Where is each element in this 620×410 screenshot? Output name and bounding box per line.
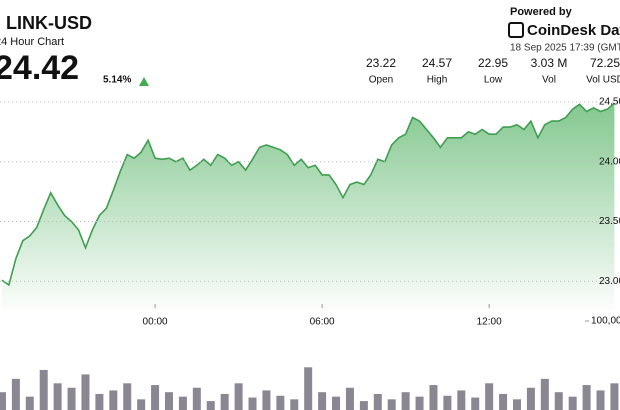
stat-value: 24.57 xyxy=(422,56,452,70)
volume-bar xyxy=(457,390,466,410)
volume-bar xyxy=(81,374,90,410)
timestamp: 18 Sep 2025 17:39 (GMT) xyxy=(510,43,620,54)
volume-bar xyxy=(512,399,521,410)
volume-bar xyxy=(123,383,132,410)
stat-label: Vol xyxy=(542,75,556,86)
volume-bar xyxy=(276,395,285,410)
volume-bar xyxy=(290,399,299,410)
volume-bar xyxy=(499,393,508,410)
x-tick-label: 00:00 xyxy=(143,317,168,328)
volume-bar xyxy=(554,392,563,410)
volume-bar xyxy=(39,369,48,410)
stat-value: 22.95 xyxy=(478,56,508,70)
y2-tick-label: 100,000 xyxy=(591,316,620,327)
volume-bar xyxy=(485,383,494,410)
chart-title: LINK-USD xyxy=(6,13,92,33)
price-line xyxy=(1,102,615,287)
powered-by: Powered by xyxy=(510,6,573,18)
volume-bar xyxy=(67,387,76,410)
volume-bar xyxy=(596,390,605,410)
change: 5.14% xyxy=(103,75,131,86)
stat-value: 72.25 xyxy=(590,56,620,70)
stat-label: Low xyxy=(484,75,503,86)
price: 24.42 xyxy=(0,49,79,87)
volume-bar xyxy=(332,396,341,410)
stat-label: Vol USD xyxy=(586,75,620,86)
volume-bar xyxy=(429,385,438,410)
volume-bar xyxy=(415,396,424,410)
volume-bar xyxy=(151,385,160,410)
stat-value: 3.03 M xyxy=(531,56,568,70)
up-arrow xyxy=(139,77,149,86)
volume-bar xyxy=(568,396,577,410)
stats: 23.22 Open 24.57 High 22.95 Low 3.03 M Vol 72.25… xyxy=(366,56,620,85)
volume-bar xyxy=(109,390,118,410)
x-tick-label: 06:00 xyxy=(310,317,335,328)
volume-bar xyxy=(526,387,535,410)
volume-bar xyxy=(345,387,354,410)
volume-bar xyxy=(95,393,104,410)
volume-bar xyxy=(206,401,215,410)
volume-bar xyxy=(178,396,187,410)
volume-bar xyxy=(540,378,549,410)
volume-bar xyxy=(0,392,6,410)
volume-bar xyxy=(234,383,243,410)
volume-bar xyxy=(248,397,257,410)
volume-bar xyxy=(359,401,368,410)
y-tick-label: 23.00 xyxy=(599,276,620,287)
volume-bar xyxy=(471,397,480,410)
stat-label: Open xyxy=(369,75,393,86)
volume-bar xyxy=(25,396,34,410)
plot-area: 23.00 23.50 24.00 24.50 00:00 06:00 12:00 100,0… xyxy=(0,97,620,410)
volume-bar xyxy=(262,390,271,410)
volume-bar xyxy=(192,387,201,410)
stat-value: 23.22 xyxy=(366,56,396,70)
y-tick-label: 23.50 xyxy=(599,216,620,227)
x-tick-label: 12:00 xyxy=(477,317,502,328)
volume-bar xyxy=(137,399,146,410)
volume-bar xyxy=(53,383,62,410)
volume-bar xyxy=(318,392,327,410)
y-tick-label: 24.50 xyxy=(599,97,620,108)
volume-bar xyxy=(304,367,313,410)
stat-label: High xyxy=(427,75,448,86)
brand-icon xyxy=(508,22,524,38)
volume-bar xyxy=(164,392,173,410)
volume-bar xyxy=(401,392,410,410)
volume-bar xyxy=(582,385,591,410)
volume-bar xyxy=(220,393,229,410)
volume-bar xyxy=(373,393,382,410)
y-tick-label: 24.00 xyxy=(599,156,620,167)
volume-bar xyxy=(387,399,396,410)
area xyxy=(1,103,615,310)
subtitle: 24 Hour Chart xyxy=(0,36,64,48)
volume-bar xyxy=(610,383,619,410)
volume-bar xyxy=(11,378,20,410)
brand: CoinDesk Data xyxy=(527,22,620,39)
volume-bar xyxy=(443,395,452,410)
